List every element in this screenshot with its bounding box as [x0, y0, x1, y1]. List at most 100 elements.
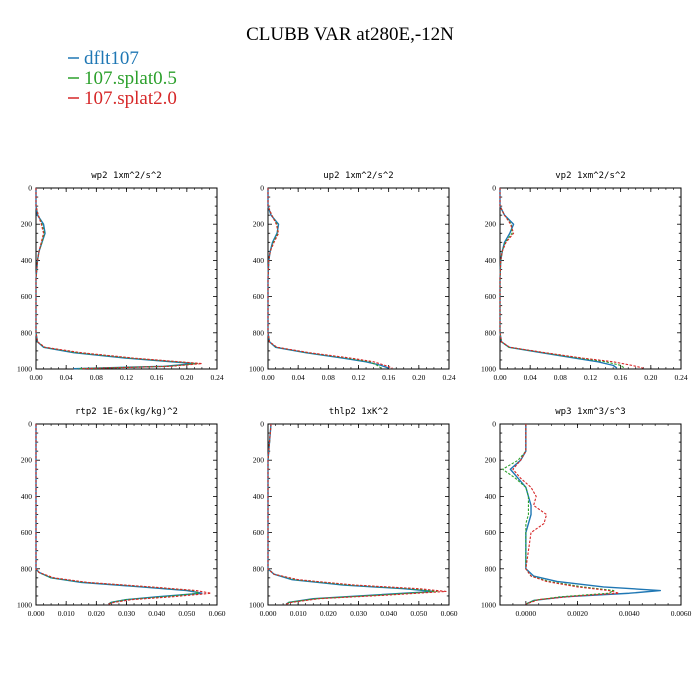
x-tick-label: 0.24: [442, 373, 455, 382]
y-tick-label: 200: [253, 456, 265, 465]
y-tick-label: 800: [485, 564, 497, 573]
figure-title: CLUBB VAR at280E,-12N: [246, 24, 454, 45]
plot-frame: [35, 187, 218, 370]
x-tick-label: 0.08: [554, 373, 567, 382]
series-line-1: [267, 188, 389, 369]
y-tick-label: 800: [253, 564, 265, 573]
x-tick-label: 0.050: [410, 609, 427, 618]
plot-frame: [267, 187, 450, 370]
y-tick-label: 0: [28, 184, 32, 193]
legend-label-1: dflt107: [84, 48, 139, 69]
panel-title: thlp2 1xK^2: [329, 407, 389, 417]
x-tick-label: 0.00: [261, 373, 274, 382]
x-tick-label: 0.16: [382, 373, 395, 382]
x-tick-label: 0.00: [493, 373, 506, 382]
chart-panel-6: wp3 1xm^3/s^3 0 200 400 600 800 1000 0.0000 0.00…: [481, 407, 692, 618]
y-tick-label: 800: [21, 328, 33, 337]
y-tick-label: 800: [253, 328, 265, 337]
y-tick-label: 400: [21, 492, 33, 501]
y-tick-label: 1000: [481, 601, 496, 610]
plot-frame: [499, 423, 682, 606]
x-tick-label: 0.010: [58, 609, 75, 618]
y-tick-label: 400: [253, 256, 265, 265]
y-tick-label: 0: [28, 420, 32, 429]
legend-entry-2: 107.splat0.5: [68, 68, 177, 89]
y-tick-label: 1000: [17, 601, 32, 610]
x-tick-label: 0.050: [178, 609, 195, 618]
plot-frame: [267, 423, 450, 606]
y-tick-label: 200: [21, 456, 33, 465]
x-tick-label: 0.030: [118, 609, 135, 618]
y-tick-label: 200: [21, 220, 33, 229]
series-line-2: [499, 188, 625, 369]
x-tick-label: 0.020: [320, 609, 337, 618]
y-tick-label: 1000: [249, 601, 264, 610]
x-tick-label: 0.060: [209, 609, 226, 618]
series-line-3: [35, 424, 212, 605]
series-line-1: [35, 188, 196, 370]
x-tick-label: 0.20: [644, 373, 657, 382]
legend-entry-1: dflt107: [68, 48, 139, 69]
y-tick-label: 600: [485, 528, 497, 537]
x-tick-label: 0.12: [584, 373, 597, 382]
y-tick-label: 1000: [249, 365, 264, 374]
series-line-2: [35, 424, 200, 605]
chart-panel-4: rtp2 1E-6x(kg/kg)^2 0 200 400 600 800 10000.00…: [17, 407, 226, 618]
x-tick-label: 0.20: [180, 373, 193, 382]
y-tick-label: 200: [485, 456, 497, 465]
series-line-1: [35, 424, 203, 605]
y-tick-label: 0: [492, 184, 496, 193]
y-tick-label: 200: [253, 220, 265, 229]
x-tick-label: 0.020: [88, 609, 105, 618]
x-tick-label: 0.0060: [671, 609, 692, 618]
x-tick-label: 0.08: [90, 373, 103, 382]
series-line-1: [267, 423, 435, 605]
panel-title: rtp2 1E-6x(kg/kg)^2: [75, 407, 178, 417]
panel-title: wp3 1xm^3/s^3: [555, 407, 625, 417]
x-tick-label: 0.20: [412, 373, 425, 382]
x-tick-label: 0.000: [28, 609, 45, 618]
series-line-1: [509, 424, 662, 605]
x-tick-label: 0.060: [441, 609, 458, 618]
x-tick-label: 0.04: [292, 373, 305, 382]
x-tick-label: 0.0020: [567, 609, 588, 618]
legend-label-2: 107.splat0.5: [84, 68, 177, 89]
x-tick-label: 0.16: [614, 373, 627, 382]
series-line-3: [35, 188, 203, 370]
y-tick-label: 600: [21, 292, 33, 301]
x-tick-label: 0.0040: [619, 609, 640, 618]
plot-frame: [499, 187, 682, 370]
series-line-2: [502, 424, 615, 605]
plot-frame: [35, 423, 218, 606]
x-tick-label: 0.010: [290, 609, 307, 618]
x-tick-label: 0.24: [674, 373, 687, 382]
x-tick-label: 0.0000: [516, 609, 537, 618]
y-tick-label: 600: [485, 292, 497, 301]
x-tick-label: 0.04: [524, 373, 537, 382]
panel-title: wp2 1xm^2/s^2: [91, 171, 161, 181]
series-line-2: [267, 188, 382, 369]
x-tick-label: 0.12: [120, 373, 133, 382]
y-tick-label: 800: [485, 328, 497, 337]
y-tick-label: 1000: [17, 365, 32, 374]
x-tick-label: 0.040: [148, 609, 165, 618]
x-tick-label: 0.00: [29, 373, 42, 382]
y-tick-label: 0: [260, 420, 264, 429]
y-tick-label: 600: [253, 528, 265, 537]
panel-title: up2 1xm^2/s^2: [323, 171, 393, 181]
legend-entry-3: 107.splat2.0: [68, 88, 177, 109]
y-tick-label: 1000: [481, 365, 496, 374]
y-tick-label: 200: [485, 220, 497, 229]
series-line-3: [499, 188, 644, 369]
series-line-3: [267, 188, 393, 369]
x-tick-label: 0.16: [150, 373, 163, 382]
x-tick-label: 0.08: [322, 373, 335, 382]
series-line-2: [35, 188, 199, 370]
series-line-3: [512, 424, 620, 605]
series-line-3: [267, 423, 447, 605]
legend: dflt107 107.splat0.5 107.splat2.0: [68, 48, 177, 109]
